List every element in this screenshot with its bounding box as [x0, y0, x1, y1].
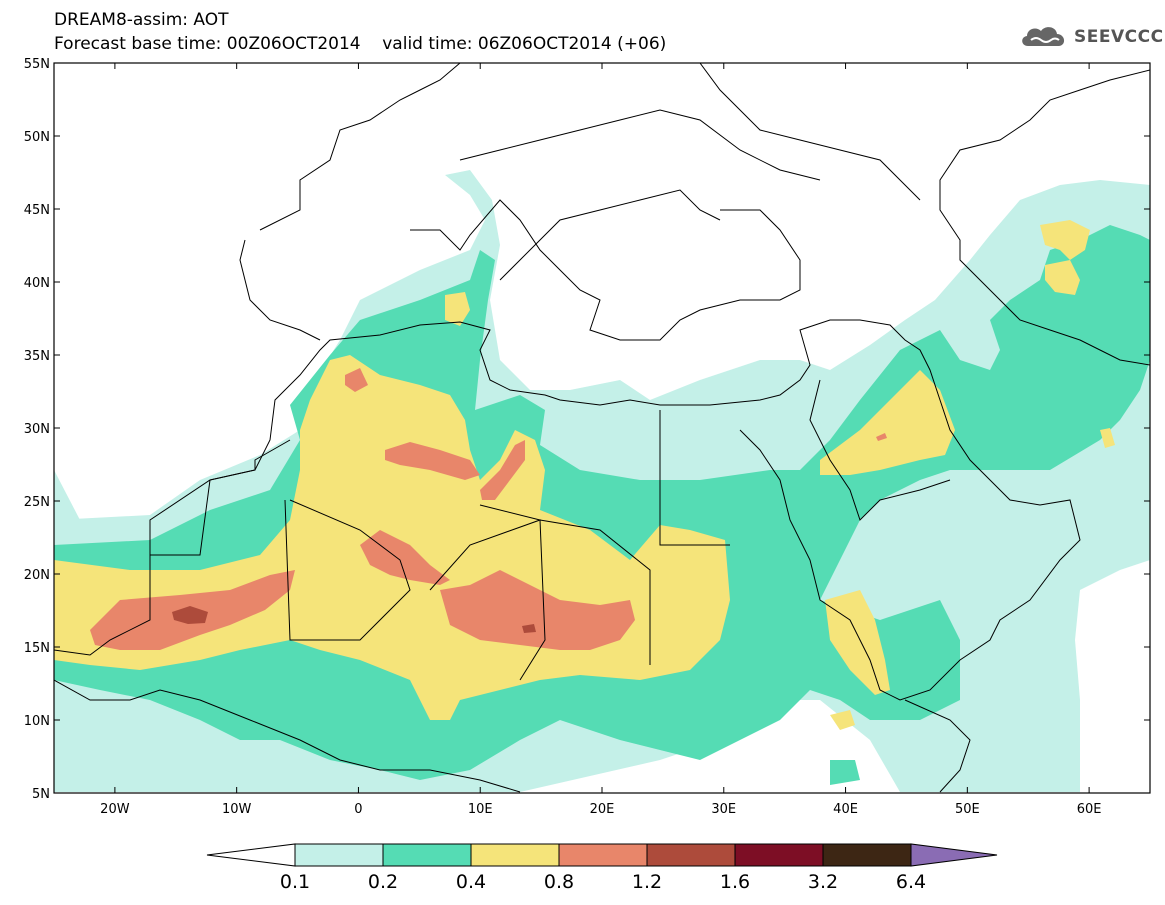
- lon-tick-label: 20E: [590, 802, 615, 817]
- lat-tick-label: 40N: [24, 276, 50, 291]
- colorbar-label: 3.2: [808, 871, 838, 893]
- lon-tick-label: 30E: [711, 802, 736, 817]
- colorbar-label: 0.8: [544, 871, 574, 893]
- colorbar-label: 6.4: [896, 871, 926, 893]
- colorbar-swatch: [646, 843, 736, 867]
- lat-tick-label: 10N: [24, 714, 50, 729]
- colorbar-swatch: [470, 843, 560, 867]
- colorbar-low-arrow: [206, 843, 296, 867]
- lat-tick-label: 55N: [24, 57, 50, 72]
- colorbar: 0.1 0.2 0.4 0.8 1.2 1.6 3.2 6.4: [206, 843, 998, 893]
- colorbar-swatch: [822, 843, 912, 867]
- lat-tick-label: 20N: [24, 568, 50, 583]
- base-time-label: Forecast base time: 00Z06OCT2014: [54, 34, 361, 54]
- lat-axis: 55N 50N 45N 40N 35N 30N 25N 20N 15N 10N 5N: [24, 57, 1150, 802]
- map-title: DREAM8-assim: AOT: [54, 10, 229, 30]
- cloud-icon: [1022, 27, 1065, 46]
- colorbar-label: 1.2: [632, 871, 662, 893]
- lon-tick-label: 40E: [833, 802, 858, 817]
- lon-tick-label: 50E: [955, 802, 980, 817]
- colorbar-label: 0.2: [368, 871, 398, 893]
- lon-tick-label: 10E: [468, 802, 493, 817]
- colorbar-swatch: [558, 843, 648, 867]
- lat-tick-label: 25N: [24, 495, 50, 510]
- lon-tick-label: 10W: [222, 802, 252, 817]
- lat-tick-label: 15N: [24, 641, 50, 656]
- seevccc-logo: SEEVCCC: [1018, 22, 1164, 52]
- valid-time-label: valid time: 06Z06OCT2014 (+06): [382, 34, 667, 54]
- logo-text: SEEVCCC: [1074, 27, 1164, 47]
- lat-tick-label: 50N: [24, 130, 50, 145]
- lon-axis: 20W 10W 0 10E 20E 30E 40E 50E 60E: [100, 63, 1101, 817]
- map-subtitle: Forecast base time: 00Z06OCT2014 valid t…: [54, 34, 666, 54]
- lat-tick-label: 30N: [24, 422, 50, 437]
- lon-tick-label: 60E: [1077, 802, 1102, 817]
- colorbar-high-arrow: [910, 843, 998, 867]
- aot-contours: [54, 170, 1150, 792]
- colorbar-label: 0.4: [456, 871, 486, 893]
- lat-tick-label: 35N: [24, 349, 50, 364]
- colorbar-swatch: [734, 843, 824, 867]
- lat-tick-label: 45N: [24, 203, 50, 218]
- lon-tick-label: 0: [354, 802, 362, 817]
- lat-tick-label: 5N: [32, 787, 50, 802]
- aot-level-1.2: [172, 606, 536, 633]
- coastlines: [54, 63, 1150, 793]
- colorbar-swatch: [294, 843, 384, 867]
- colorbar-swatch: [382, 843, 472, 867]
- colorbar-label: 1.6: [720, 871, 750, 893]
- lon-tick-label: 20W: [100, 802, 130, 817]
- colorbar-label: 0.1: [280, 871, 310, 893]
